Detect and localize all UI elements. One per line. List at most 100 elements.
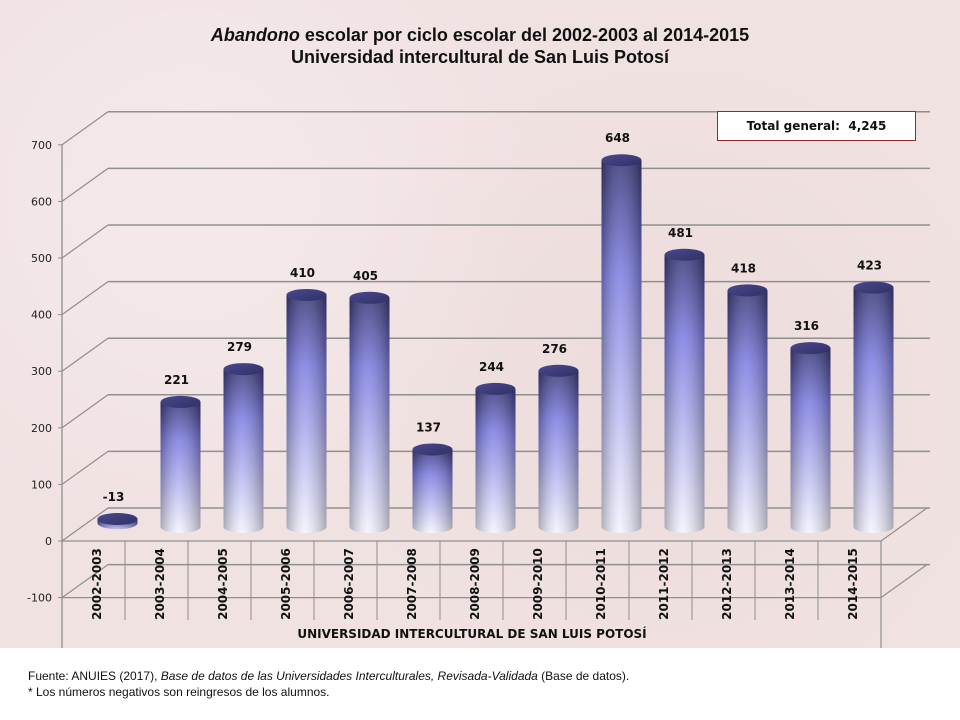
bars	[97, 154, 894, 533]
bar-shading	[160, 401, 201, 533]
side-wall-gridline	[61, 111, 109, 146]
y-tick-label: 700	[31, 139, 52, 152]
bar	[475, 382, 516, 533]
bar-cap	[412, 443, 453, 456]
data-label: 316	[794, 319, 819, 333]
data-label: 423	[857, 259, 882, 273]
total-value: 4,245	[848, 119, 887, 133]
bar-shading	[223, 369, 264, 533]
x-axis-title: UNIVERSIDAD INTERCULTURAL DE SAN LUIS PO…	[297, 626, 647, 641]
bar	[349, 291, 390, 533]
bar	[97, 513, 138, 530]
bar	[412, 443, 453, 533]
y-axis: -100 0 100 200 300 400 500 600 700	[27, 139, 63, 648]
chart-subtitle: Universidad intercultural de San Luis Po…	[290, 47, 670, 67]
source-title: Base de datos de las Universidades Inter…	[160, 669, 538, 683]
negative-note: * Los números negativos son reingresos d…	[28, 685, 330, 699]
data-label: 405	[353, 269, 378, 283]
category-label: 2003-2004	[153, 548, 167, 620]
bar-cap	[97, 513, 138, 525]
bar-cap	[664, 248, 705, 261]
bar	[790, 342, 831, 533]
bar	[664, 248, 705, 533]
bar-cap	[223, 363, 264, 376]
data-label: 418	[731, 261, 756, 275]
chart-title: Abandono escolar por ciclo escolar del 2…	[0, 24, 960, 68]
data-label: 137	[416, 420, 441, 434]
side-wall-gridline	[61, 564, 109, 599]
bar-shading	[664, 254, 705, 533]
bar-shading	[412, 449, 453, 533]
bar	[223, 363, 264, 533]
y-tick-label: 500	[31, 252, 52, 265]
data-label: 221	[164, 373, 189, 387]
bar-shading	[727, 290, 768, 533]
y-tick-label: -100	[27, 592, 52, 605]
side-wall-gridline	[61, 281, 109, 316]
total-annotation-box: Total general: 4,245	[717, 111, 916, 141]
bar-cap	[538, 364, 579, 377]
title-line-1: Abandono escolar por ciclo escolar del 2…	[0, 24, 960, 46]
data-label: 410	[290, 266, 315, 280]
bar-cap	[160, 395, 201, 408]
bar	[853, 281, 894, 533]
bar-shading	[853, 287, 894, 533]
category-label: 2012-2013	[720, 548, 734, 620]
data-label: 279	[227, 340, 252, 354]
bar	[286, 288, 327, 533]
chart-area: Abandono escolar por ciclo escolar del 2…	[0, 0, 960, 648]
bar-cap	[727, 284, 768, 297]
data-labels: -13 221 279 410 405 137 244 276 648 481 418 316 423	[103, 131, 882, 504]
bar-shading	[538, 370, 579, 533]
bar-cap	[601, 154, 642, 167]
category-label: 2014-2015	[846, 548, 860, 620]
bar	[160, 395, 201, 533]
title-rest: escolar por ciclo escolar del 2002-2003 …	[299, 25, 750, 45]
data-label: -13	[103, 490, 125, 504]
y-tick-label: 0	[45, 535, 52, 548]
side-wall-gridline	[61, 450, 109, 485]
category-label: 2011-2012	[657, 548, 671, 620]
bar-shading	[286, 294, 327, 533]
floor-right-edge	[880, 507, 928, 542]
y-tick-label: 600	[31, 195, 52, 208]
data-label: 244	[479, 360, 504, 374]
y-tick-label: 200	[31, 422, 52, 435]
category-label: 2005-2006	[279, 548, 293, 620]
side-wall-gridline	[61, 224, 109, 259]
bar-cap	[475, 382, 516, 395]
bar-shading	[349, 297, 390, 533]
bar	[727, 284, 768, 533]
title-italic-word: Abandono	[210, 25, 300, 45]
side-wall-gridline	[61, 394, 109, 429]
data-label: 276	[542, 342, 567, 356]
footer: Fuente: ANUIES (2017), Base de datos de …	[28, 668, 629, 700]
bar	[538, 364, 579, 533]
bar-shading	[475, 388, 516, 533]
bar-shading	[790, 348, 831, 533]
bar	[601, 154, 642, 533]
category-label: 2006-2007	[342, 548, 356, 620]
bar-cap	[790, 342, 831, 355]
total-label: Total general:	[746, 119, 840, 133]
category-label: 2010-2011	[594, 548, 608, 620]
bar-shading	[601, 160, 642, 533]
source-prefix: Fuente: ANUIES (2017),	[28, 669, 161, 683]
bar-cap	[286, 288, 327, 301]
category-label: 2004-2005	[216, 548, 230, 620]
category-label: 2007-2008	[405, 548, 419, 620]
bar-cap	[853, 281, 894, 294]
data-label: 481	[668, 226, 693, 240]
x-axis: 2002-2003 2003-2004 2004-2005 2005-2006 2006…	[61, 507, 928, 648]
side-wall-gridline	[61, 337, 109, 372]
source-suffix: (Base de datos).	[537, 669, 630, 683]
source-note: Fuente: ANUIES (2017), Base de datos de …	[28, 668, 629, 684]
y-tick-label: 400	[31, 309, 52, 322]
category-label: 2009-2010	[531, 548, 545, 620]
side-wall-gridline	[61, 507, 109, 542]
category-label: 2013-2014	[783, 548, 797, 620]
bar-cap	[349, 291, 390, 304]
bottom-right-edge	[880, 564, 928, 599]
plot-svg: -100 0 100 200 300 400 500 600 700 2002-2003 2003…	[27, 111, 930, 648]
category-label: 2002-2003	[90, 548, 104, 620]
